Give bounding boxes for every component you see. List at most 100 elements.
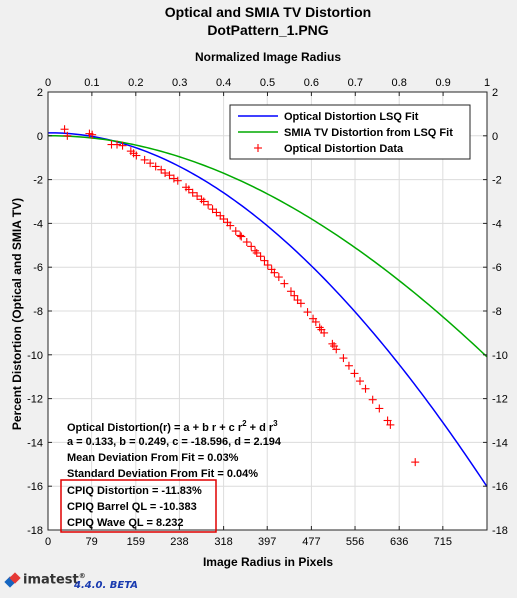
x-tick-label: 477 [302,536,320,548]
mean-deviation: Mean Deviation From Fit = 0.03% [67,452,239,464]
cpiq-wave: CPIQ Wave QL = 8.232 [67,517,183,529]
data-point [290,291,299,300]
y-right-tick-label: 2 [492,87,498,99]
data-point [260,256,269,265]
y-tick-label: 0 [37,131,43,143]
y-tick-label: -12 [27,394,43,406]
data-point [411,458,420,467]
data-point [355,377,364,386]
y-right-tick-label: -14 [492,437,508,449]
chart-title: Optical and SMIA TV Distortion [165,4,371,20]
top-x-tick-label: 0.7 [348,77,363,89]
data-point [193,192,202,201]
x-tick-label: 159 [127,536,145,548]
data-point [212,208,221,217]
data-point [184,185,193,194]
y-right-tick-label: -8 [492,306,502,318]
data-point [199,197,208,206]
data-point [60,125,69,134]
data-point [293,296,302,305]
data-point [368,395,377,404]
data-point [231,227,240,236]
y-right-tick-label: -6 [492,262,502,274]
imatest-logo-icon [4,572,21,588]
y-right-tick-label: -12 [492,394,508,406]
series-layer [47,125,488,488]
x-tick-label: 318 [214,536,232,548]
data-point [236,231,245,240]
y-right-tick-label: -2 [492,175,502,187]
data-point [173,176,182,185]
x-tick-label: 556 [346,536,364,548]
y-right-tick-label: -4 [492,218,502,230]
data-point [286,287,295,296]
y-right-tick-label: -18 [492,525,508,537]
data-point [386,420,395,429]
data-point [151,162,160,171]
legend-label-data: Optical Distortion Data [284,143,404,155]
data-point [247,242,256,251]
x-axis-title: Image Radius in Pixels [203,555,333,569]
x-tick-label: 715 [434,536,452,548]
y-tick-label: -16 [27,481,43,493]
legend-label-smia: SMIA TV Distortion from LSQ Fit [284,127,453,139]
y-tick-label: -8 [33,306,43,318]
version-label: 4.4.0. BETA [74,580,138,591]
data-point [303,308,312,317]
data-point [88,130,97,139]
data-point [296,299,305,308]
y-right-tick-label: -16 [492,481,508,493]
data-point [140,155,149,164]
top-x-tick-label: 1 [484,77,490,89]
top-x-tick-label: 0.9 [435,77,450,89]
y-axis-title: Percent Distortion (Optical and SMIA TV) [10,198,24,430]
legend: Optical Distortion LSQ Fit SMIA TV Disto… [229,104,471,160]
x-tick-label: 79 [85,536,97,548]
x-tick-label: 397 [258,536,276,548]
axis-ticks: 0 79 159 238 318 397 477 556 636 715 0 0.1 0.2 0.3 0.4… [27,77,508,548]
data-point [118,141,127,150]
data-point [113,140,122,149]
imatest-logo: imatest® [23,572,86,588]
data-point [383,416,392,425]
y-tick-label: -2 [33,175,43,187]
top-x-axis-title: Normalized Image Radius [195,50,341,64]
data-point [204,200,213,209]
data-point [280,279,289,288]
data-point [216,211,225,220]
formula-line: Optical Distortion(r) = a + b r + c r2 +… [67,419,278,434]
std-deviation: Standard Deviation From Fit = 0.04% [67,468,258,480]
top-x-tick-label: 0.5 [260,77,275,89]
data-point [344,361,353,370]
data-point [274,273,283,282]
top-x-tick-label: 0.2 [128,77,143,89]
footer: imatest® 4.4.0. BETA [4,572,206,596]
x-tick-label: 238 [170,536,188,548]
y-tick-label: -14 [27,437,43,449]
data-point [375,404,384,413]
data-point [270,268,279,277]
data-point [161,169,170,178]
data-point [332,345,341,354]
data-point [339,354,348,363]
legend-swatch-data [254,144,262,152]
data-point [320,328,329,337]
x-tick-label: 636 [390,536,408,548]
top-x-tick-label: 0.8 [392,77,407,89]
data-point [311,317,320,326]
data-point [350,369,359,378]
top-x-tick-label: 0.3 [172,77,187,89]
data-point [219,215,228,224]
data-point [146,159,155,168]
data-point [165,171,174,180]
y-tick-label: -4 [33,218,43,230]
data-point [132,151,141,160]
data-point [361,384,370,393]
y-tick-label: -10 [27,350,43,362]
y-tick-label: 2 [37,87,43,99]
top-x-tick-label: 0.1 [84,77,99,89]
y-right-tick-label: -10 [492,350,508,362]
data-point [256,252,265,261]
data-point [263,261,272,270]
